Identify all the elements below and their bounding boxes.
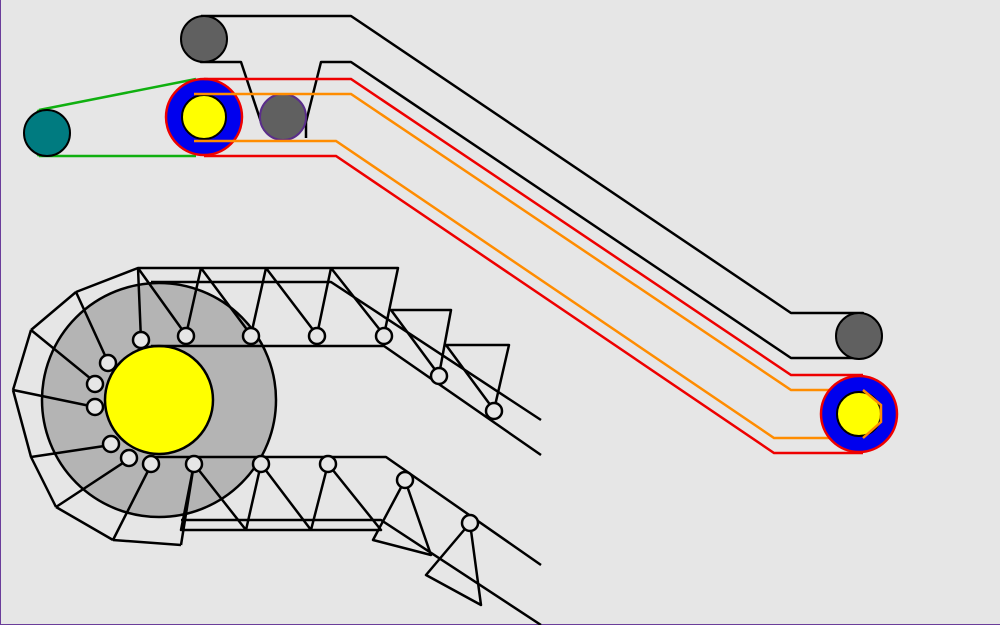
guide-roller-top	[180, 15, 228, 63]
guide-roller-middle	[259, 93, 307, 141]
chain-rollers	[85, 326, 504, 533]
step-band	[204, 77, 863, 455]
upper-hub	[181, 94, 227, 140]
sprocket-hub	[103, 344, 215, 456]
step-chain-detail	[11, 266, 542, 625]
inner-band	[194, 92, 863, 440]
guide-roller-bottom	[835, 312, 883, 360]
motor-pulley	[23, 109, 71, 157]
handrail-loop	[184, 14, 865, 360]
